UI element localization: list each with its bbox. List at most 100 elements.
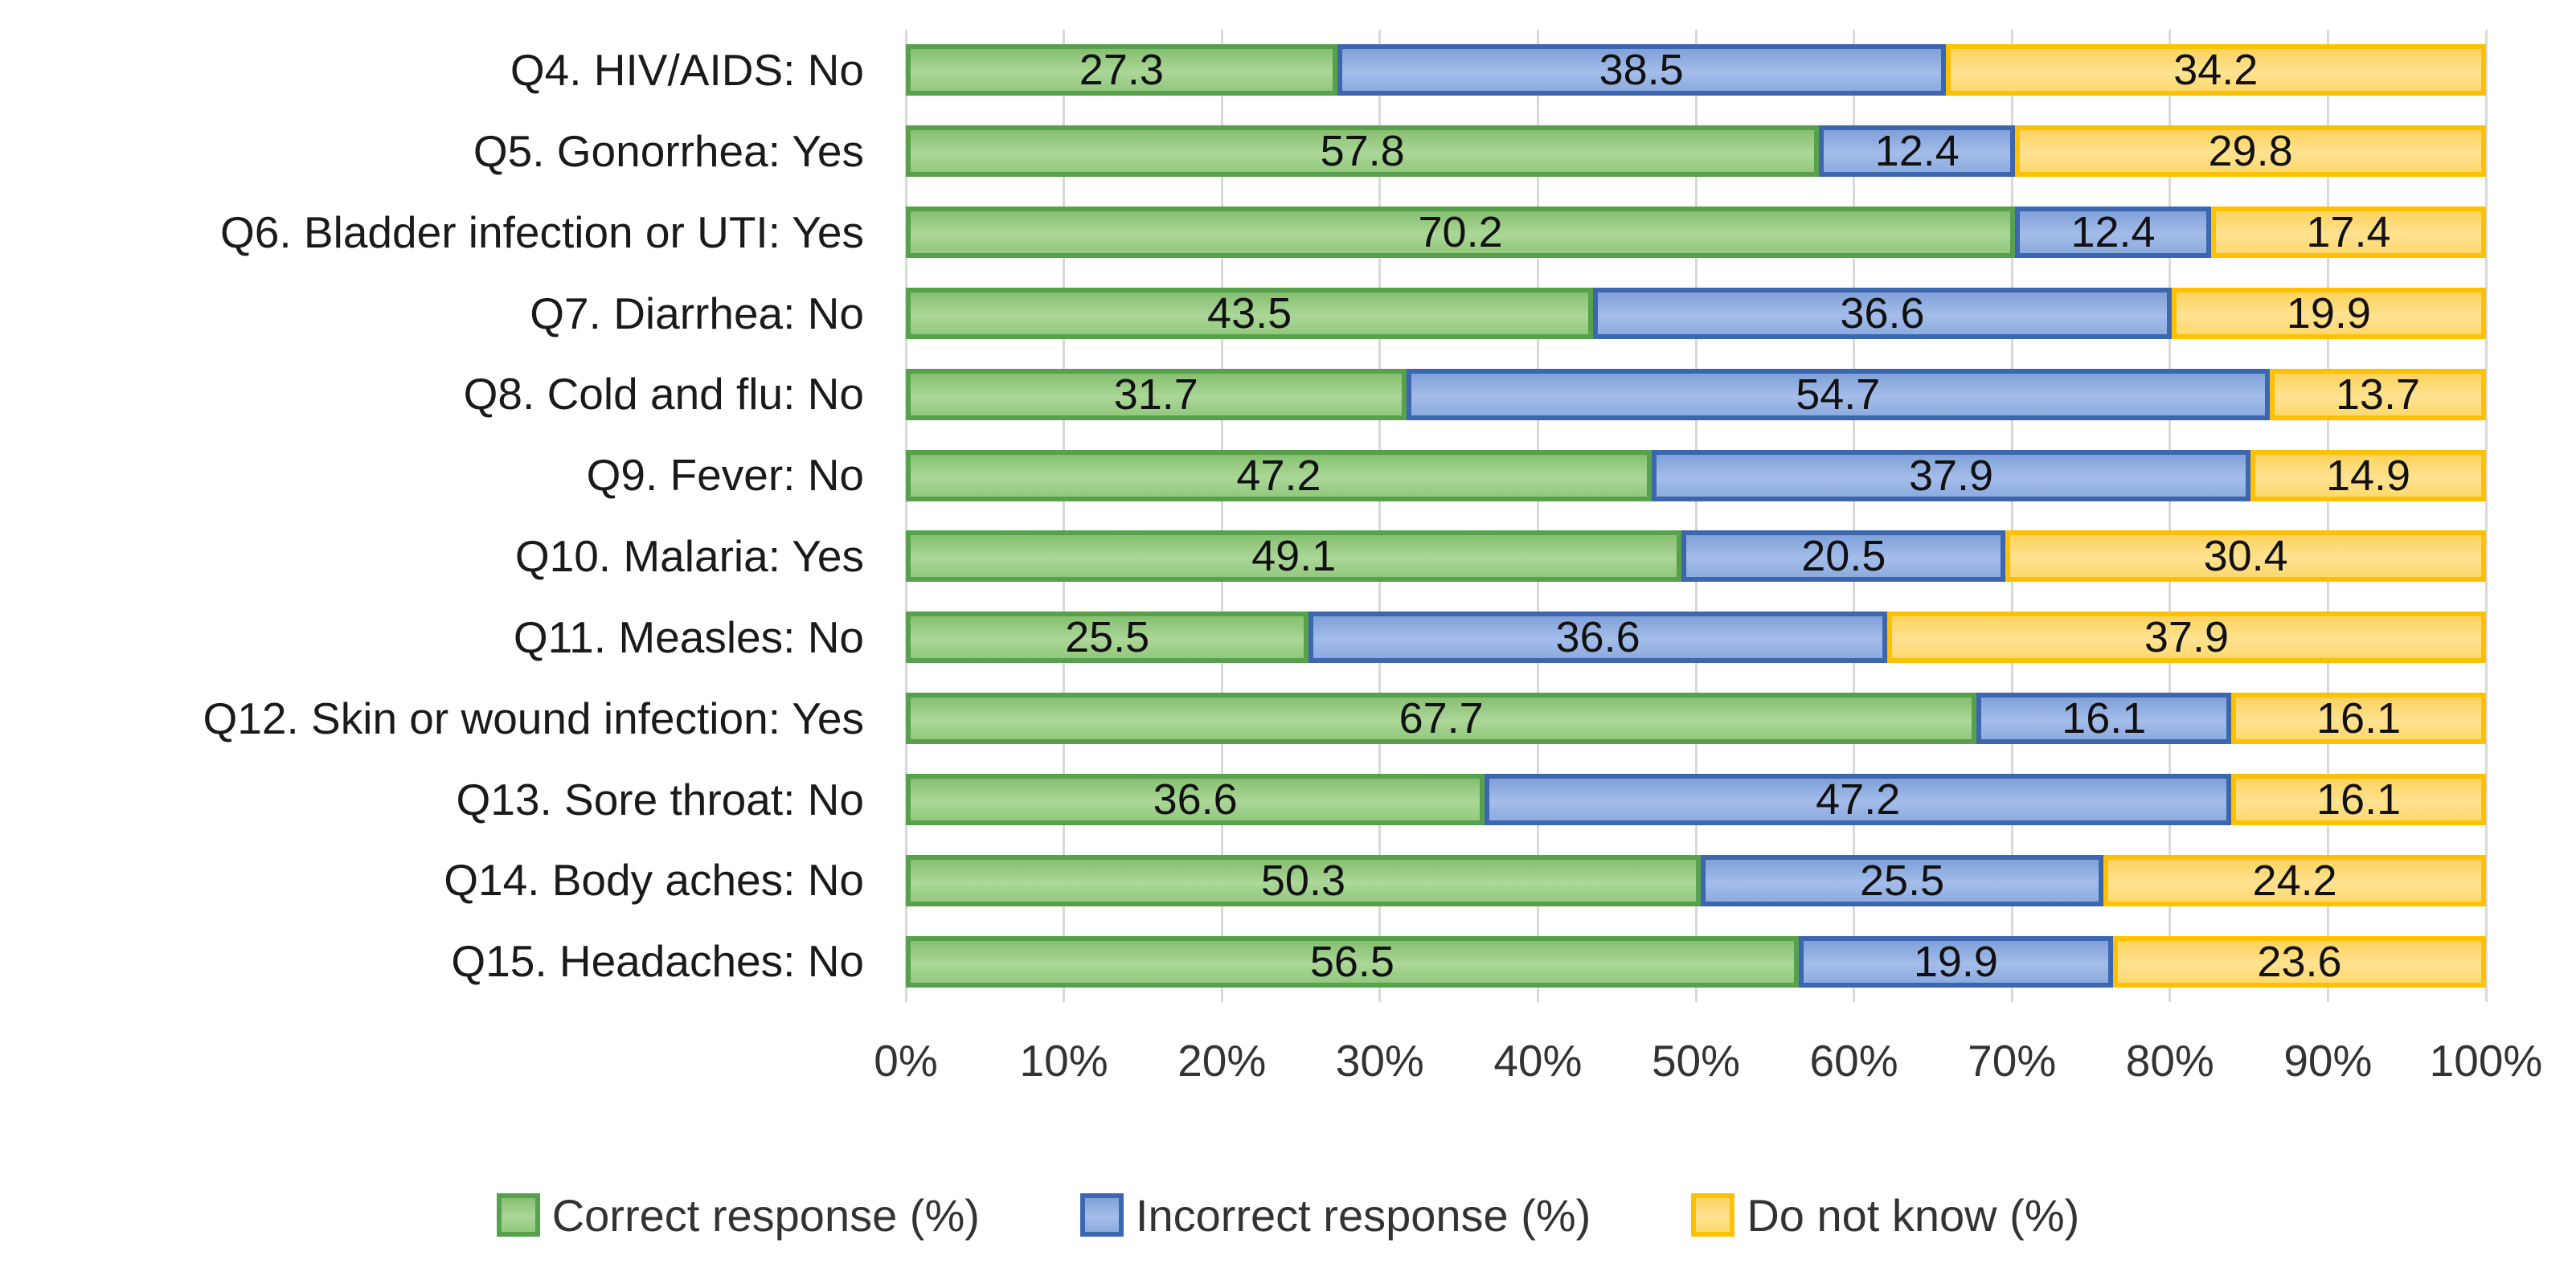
bar-segment-incorrect: 54.7 [1406,368,2270,420]
bar-segment-correct: 36.6 [906,773,1485,825]
bar-row: Q14. Body aches: No 50.3 25.5 24.2 [0,840,2576,921]
bar-value-label: 12.4 [1874,127,1960,176]
category-label: Q8. Cold and flu: No [463,369,864,419]
bar-value-label: 47.2 [1816,775,1901,824]
category-label: Q9. Fever: No [586,450,864,501]
category-label: Q4. HIV/AIDS: No [510,45,864,96]
gridline [1853,30,1856,1002]
x-axis-tick-label: 60% [1809,1036,1898,1086]
stacked-bar: 57.8 12.4 29.8 [906,125,2486,178]
bar-segment-unknown: 24.2 [2103,854,2486,906]
bar-segment-unknown: 34.2 [1945,44,2486,96]
bar-value-label: 34.2 [2173,46,2259,95]
category-label: Q7. Diarrhea: No [530,288,864,338]
bar-value-label: 25.5 [1860,856,1945,905]
bar-row: Q7. Diarrhea: No 43.5 36.6 19.9 [0,273,2576,354]
bar-segment-incorrect: 37.9 [1651,449,2251,501]
bar-row: Q4. HIV/AIDS: No 27.3 38.5 34.2 [0,30,2576,111]
x-axis-tick-label: 70% [1968,1036,2057,1086]
legend-label-unknown: Do not know (%) [1747,1189,2080,1241]
bar-value-label: 16.1 [2316,775,2402,824]
x-axis-tick-label: 80% [2125,1036,2214,1086]
bar-segment-unknown: 23.6 [2113,935,2486,988]
bar-segment-correct: 31.7 [906,368,1407,420]
stacked-bar: 43.5 36.6 19.9 [906,287,2486,339]
bar-value-label: 36.6 [1555,613,1640,662]
bar-segment-unknown: 13.7 [2269,368,2486,420]
bar-segment-correct: 50.3 [906,854,1701,906]
bar-value-label: 30.4 [2203,532,2288,581]
bar-value-label: 47.2 [1236,451,1321,500]
bar-row: Q15. Headaches: No 56.5 19.9 23.6 [0,921,2576,1002]
bar-value-label: 43.5 [1207,288,1292,337]
stacked-bar: 36.6 47.2 16.1 [906,773,2486,825]
bar-value-label: 50.3 [1260,856,1345,905]
gridline [1063,30,1066,1002]
legend-item-correct: Correct response (%) [496,1189,980,1241]
stacked-bar: 56.5 19.9 23.6 [906,935,2486,988]
bar-row: Q12. Skin or wound infection: Yes 67.7 16.… [0,678,2576,759]
bar-segment-unknown: 17.4 [2210,207,2486,259]
bar-segment-unknown: 16.1 [2231,693,2486,745]
bar-segment-incorrect: 47.2 [1485,773,2232,825]
stacked-bar: 49.1 20.5 30.4 [906,530,2486,583]
stacked-bar: 31.7 54.7 13.7 [906,368,2486,420]
bar-segment-correct: 70.2 [906,207,2016,259]
x-axis-tick-label: 50% [1651,1036,1741,1086]
bar-segment-correct: 67.7 [906,693,1977,745]
gridline [2484,30,2488,1002]
bar-row: Q9. Fever: No 47.2 37.9 14.9 [0,435,2576,516]
legend-item-unknown: Do not know (%) [1691,1189,2079,1241]
bar-value-label: 17.4 [2306,208,2391,257]
stacked-bar: 67.7 16.1 16.1 [906,693,2486,745]
bar-value-label: 70.2 [1418,208,1503,257]
bar-value-label: 16.1 [2316,694,2402,743]
x-axis-tick-label: 90% [2283,1036,2373,1086]
x-axis-tick-label: 20% [1177,1036,1267,1086]
stacked-bar: 70.2 12.4 17.4 [906,207,2486,259]
gridline [904,30,907,1002]
bar-value-label: 36.6 [1153,775,1238,824]
bar-segment-incorrect: 12.4 [2015,207,2211,259]
bar-value-label: 31.7 [1113,370,1198,419]
legend-label-correct: Correct response (%) [551,1189,980,1241]
stacked-bar: 27.3 38.5 34.2 [906,44,2486,96]
bar-row: Q13. Sore throat: No 36.6 47.2 16.1 [0,759,2576,841]
bar-value-label: 67.7 [1399,694,1484,743]
bar-row: Q8. Cold and flu: No 31.7 54.7 13.7 [0,354,2576,435]
bar-value-label: 36.6 [1840,288,1925,337]
bar-segment-unknown: 37.9 [1886,612,2486,664]
bar-segment-incorrect: 36.6 [1308,612,1887,664]
bar-segment-correct: 57.8 [906,125,1820,178]
legend-marker-correct [496,1193,540,1237]
bar-value-label: 12.4 [2070,208,2156,257]
gridline [2169,30,2172,1002]
bar-value-label: 54.7 [1796,370,1881,419]
bar-segment-correct: 56.5 [906,935,1799,988]
bar-segment-correct: 47.2 [906,449,1652,501]
gridline [1536,30,1539,1002]
legend-item-incorrect: Incorrect response (%) [1079,1189,1591,1241]
bar-segment-correct: 43.5 [906,287,1594,339]
stacked-bar: 50.3 25.5 24.2 [906,854,2486,906]
bar-value-label: 37.9 [2144,613,2229,662]
x-axis-tick-label: 0% [874,1036,938,1086]
bar-segment-correct: 27.3 [906,44,1337,96]
x-axis-tick-label: 30% [1335,1036,1424,1086]
x-axis-tick-label: 100% [2429,1036,2543,1086]
bar-value-label: 20.5 [1801,532,1886,581]
gridline [1220,30,1223,1002]
bar-value-label: 23.6 [2257,937,2342,986]
bar-value-label: 19.9 [2286,288,2371,337]
bar-value-label: 24.2 [2252,856,2337,905]
bar-segment-correct: 49.1 [906,530,1682,583]
bar-value-label: 38.5 [1599,46,1684,95]
category-label: Q13. Sore throat: No [456,774,865,824]
bar-value-label: 57.8 [1320,127,1405,176]
legend-marker-incorrect [1079,1193,1124,1237]
category-label: Q12. Skin or wound infection: Yes [203,693,864,743]
bar-segment-incorrect: 16.1 [1976,693,2232,745]
x-axis-tick-label: 40% [1493,1036,1583,1086]
category-label: Q11. Measles: No [513,612,864,662]
